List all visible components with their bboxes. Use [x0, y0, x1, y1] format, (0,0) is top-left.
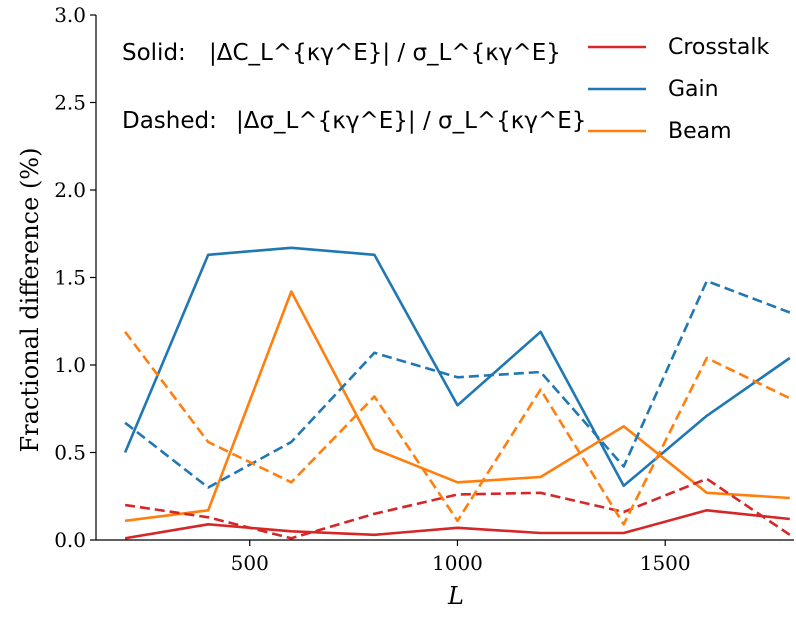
x-axis-title: L — [447, 582, 464, 610]
y-tick-label: 0.0 — [54, 528, 86, 552]
annotation-dashed-formula: |Δσ_L^{κγ^E}| / σ_L^{κγ^E} — [236, 108, 586, 134]
y-tick-label: 2.0 — [54, 178, 86, 202]
annotation-dashed-prefix: Dashed: — [122, 108, 217, 134]
series-line-crosstalk-solid — [124, 508, 790, 540]
x-tick-label: 500 — [231, 551, 269, 575]
series-line-gain-solid — [123, 246, 791, 488]
series-line-beam-dashed — [124, 331, 791, 526]
series-line-crosstalk-dashed — [124, 477, 791, 540]
x-tick-label: 1500 — [640, 551, 691, 575]
y-axis-title: Fractional difference (%) — [16, 148, 44, 453]
annotation-solid-formula: |ΔC_L^{κγ^E}| / σ_L^{κγ^E} — [209, 40, 561, 66]
y-tick-label: 0.5 — [54, 441, 86, 465]
series-line-beam-solid — [124, 290, 790, 523]
y-tick-label: 1.5 — [54, 266, 86, 290]
legend-label-crosstalk: Crosstalk — [668, 35, 770, 60]
y-tick-label: 2.5 — [54, 91, 86, 115]
x-tick-label: 1000 — [432, 551, 483, 575]
series-layer — [123, 246, 791, 540]
legend-label-gain: Gain — [668, 77, 719, 102]
annotation-solid-prefix: Solid: — [122, 40, 186, 66]
y-tick-label: 3.0 — [54, 3, 86, 27]
series-line-gain-dashed — [124, 279, 791, 489]
legend: Crosstalk Gain Beam — [588, 35, 770, 144]
ticks-layer: 0.0 0.5 1.0 1.5 2.0 2.5 3.0 500 1000 1500 — [54, 3, 690, 575]
annotation-dashed: Dashed: |Δσ_L^{κγ^E}| / σ_L^{κγ^E} — [122, 108, 586, 134]
annotation-solid: Solid: |ΔC_L^{κγ^E}| / σ_L^{κγ^E} — [122, 40, 561, 66]
y-tick-label: 1.0 — [54, 353, 86, 377]
legend-label-beam: Beam — [668, 119, 732, 144]
